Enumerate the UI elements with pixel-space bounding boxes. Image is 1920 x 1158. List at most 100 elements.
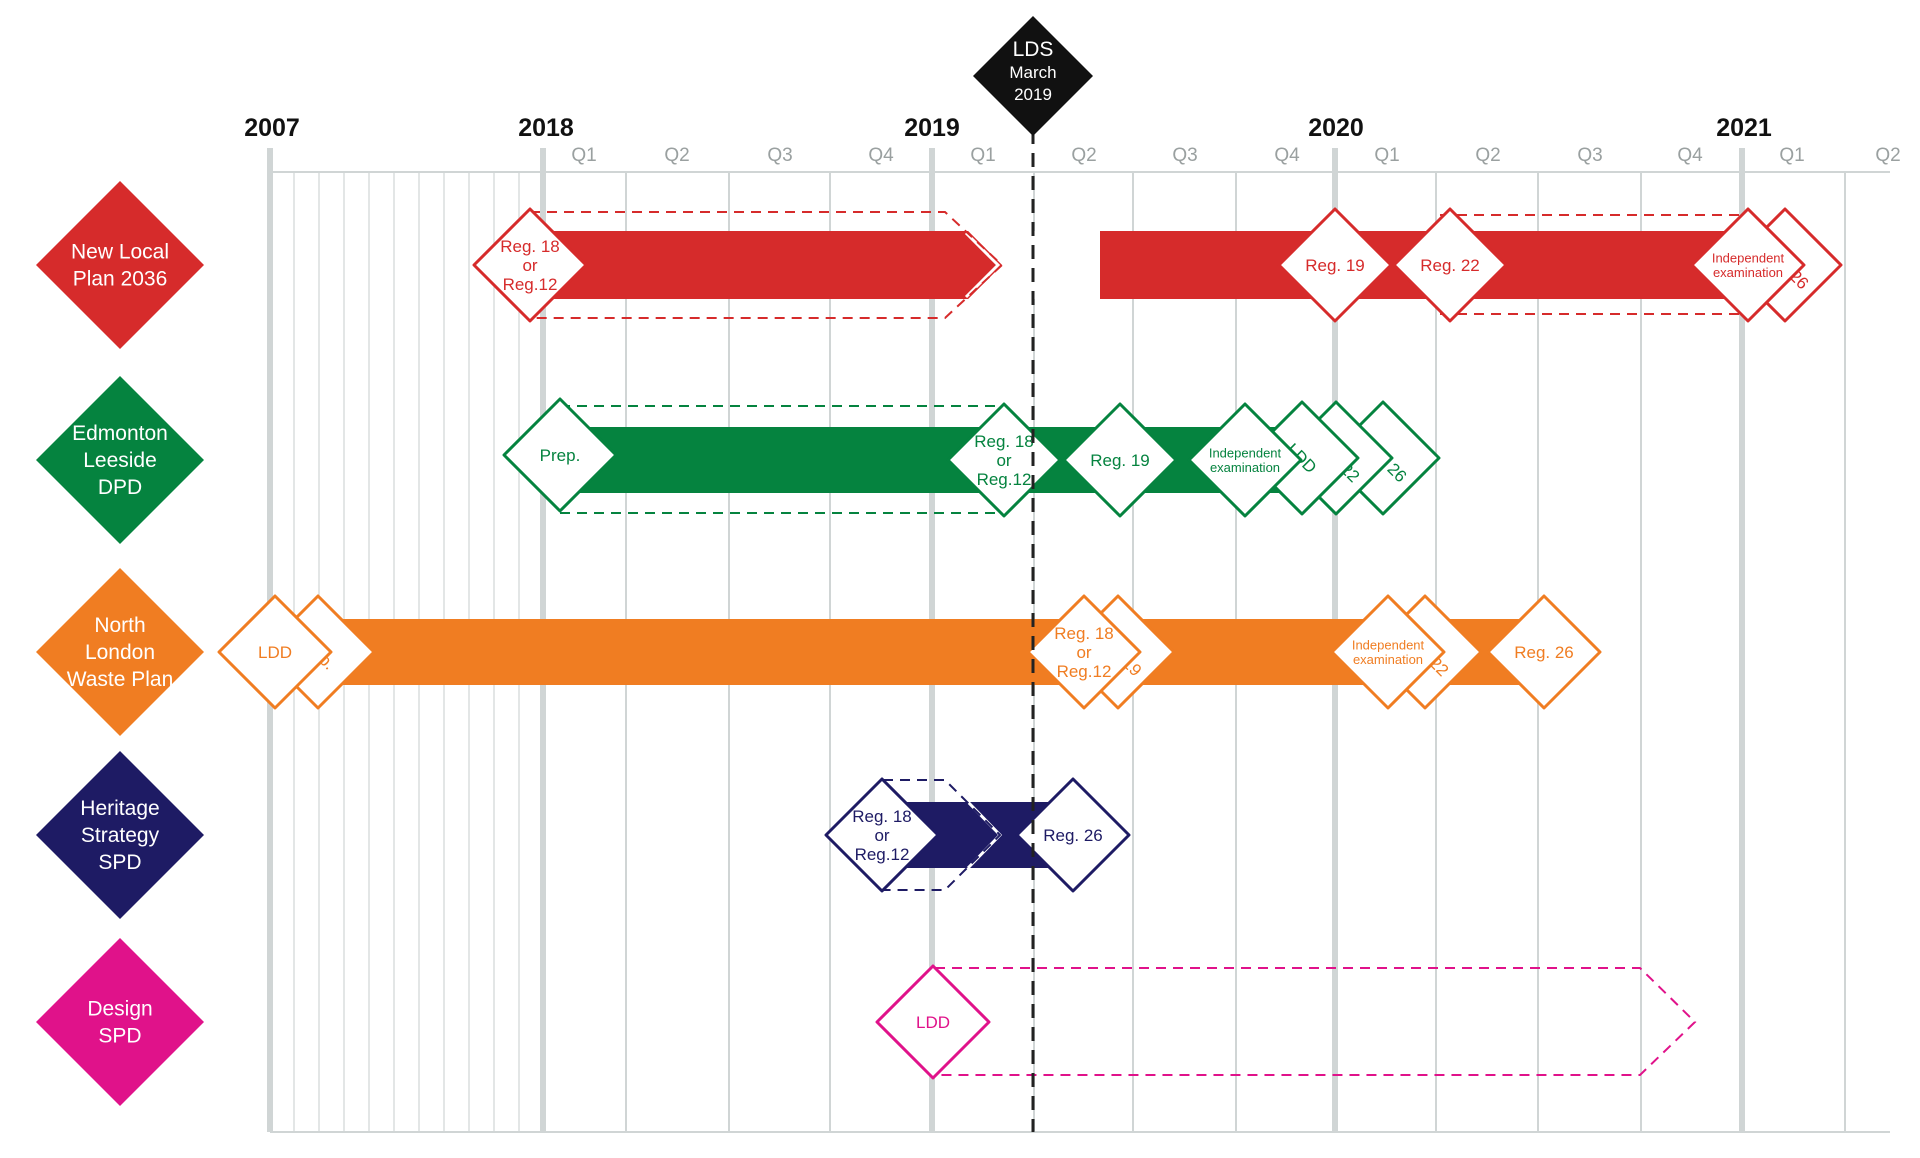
- edmonton-leeside-dpd-label-diamond: [36, 376, 204, 544]
- north-london-waste-plan-milestone: LDD: [217, 594, 333, 710]
- heritage-strategy-spd-milestone-diamond: [824, 777, 940, 893]
- milestone-label: Reg. 26: [1043, 826, 1103, 845]
- north-london-waste-plan-milestone-diamond: [1026, 594, 1142, 710]
- milestone-label: Independent: [1209, 445, 1282, 460]
- heritage-strategy-spd-label-line: SPD: [98, 851, 141, 874]
- milestone-label: Reg. 18: [852, 807, 912, 826]
- design-spd-milestone: LDD: [875, 964, 991, 1080]
- quarter-label: Q1: [1779, 145, 1804, 166]
- design-spd-dashed-outline: [935, 967, 1697, 1076]
- north-london-waste-plan-milestone-diamond: [1330, 594, 1446, 710]
- quarter-label: Q3: [767, 145, 792, 166]
- year-label: 2021: [1716, 114, 1772, 142]
- quarter-label: Q3: [1577, 145, 1602, 166]
- quarter-label: Q4: [1274, 145, 1300, 166]
- year-label: 2007: [244, 114, 300, 142]
- milestone-label: Reg.12: [977, 470, 1032, 489]
- milestone-label: Reg. 19: [1090, 451, 1150, 470]
- time-axis: 2007 2018 2019 2020 2021 Q1 Q2 Q3 Q4 Q1 Q2 Q3 Q4 Q1 Q2…: [244, 114, 1900, 166]
- milestone-label: Reg. 19: [1305, 256, 1365, 275]
- north-london-waste-plan-milestone-diamond: [1486, 594, 1602, 710]
- milestone-label: Reg. 26: [1514, 643, 1574, 662]
- new-local-plan-chevron-edge: [964, 231, 1001, 299]
- design-spd-milestone-diamond: [875, 964, 991, 1080]
- new-local-plan-milestone-text: Reg. 22: [1420, 256, 1480, 275]
- milestone-label: LDD: [916, 1013, 950, 1032]
- lds-diamond: [973, 16, 1093, 136]
- heritage-strategy-spd-milestone-text: Reg. 26: [1043, 826, 1103, 845]
- new-local-plan-chevron: [960, 231, 1002, 299]
- milestone-label: Reg.12: [855, 845, 910, 864]
- new-local-plan-label-diamond: [36, 181, 204, 349]
- edmonton-leeside-dpd-milestone: Prep.: [502, 397, 618, 513]
- year-label: 2018: [518, 114, 574, 142]
- new-local-plan-dashed-outline-1: [530, 211, 1004, 319]
- edmonton-leeside-dpd-milestone-text: Prep.: [540, 446, 581, 465]
- milestone-label: Prep.: [540, 446, 581, 465]
- year-label: 2019: [904, 114, 960, 142]
- new-local-plan-milestone-diamond: [1392, 207, 1508, 323]
- milestone-label: examination: [1210, 460, 1280, 475]
- quarter-label: Q1: [1374, 145, 1399, 166]
- new-local-plan-milestone-diamond: [1690, 207, 1806, 323]
- quarter-label: Q2: [1875, 145, 1900, 166]
- north-london-waste-plan-milestone-diamond: [217, 594, 333, 710]
- quarter-label: Q2: [1071, 145, 1096, 166]
- milestone-label: Independent: [1712, 250, 1785, 265]
- edmonton-leeside-dpd-label-line: Edmonton: [72, 422, 168, 445]
- new-local-plan-milestone: Reg. 22: [1392, 207, 1508, 323]
- quarter-label: Q1: [571, 145, 596, 166]
- heritage-strategy-spd-label-diamond: [36, 751, 204, 919]
- quarter-label: Q4: [868, 145, 894, 166]
- edmonton-leeside-dpd-milestone-diamond: [1062, 402, 1178, 518]
- edmonton-leeside-dpd-milestone-text: Reg. 19: [1090, 451, 1150, 470]
- north-london-waste-plan-milestone-text: LDD: [258, 643, 292, 662]
- design-spd-label-line: SPD: [98, 1025, 141, 1048]
- milestone-label: Reg. 18: [1054, 624, 1114, 643]
- north-london-waste-plan-label-line: North: [94, 614, 145, 637]
- milestone-label: LDD: [258, 643, 292, 662]
- edmonton-leeside-dpd-label-line: DPD: [98, 476, 142, 499]
- milestone-label: or: [996, 451, 1011, 470]
- new-local-plan-label-line: Plan 2036: [73, 268, 168, 291]
- milestone-label: Reg. 18: [974, 432, 1034, 451]
- new-local-plan-label-line: New Local: [71, 241, 169, 264]
- year-label: 2020: [1308, 114, 1364, 142]
- edmonton-leeside-dpd-milestone: Reg. 19: [1062, 402, 1178, 518]
- heritage-strategy-spd-label-line: Heritage: [80, 797, 159, 820]
- milestone-label: Reg.12: [1057, 662, 1112, 681]
- new-local-plan-milestone: Reg. 19: [1277, 207, 1393, 323]
- edmonton-leeside-dpd-milestone-diamond: [502, 397, 618, 513]
- lds-marker: LDS March 2019: [973, 16, 1093, 1132]
- lds-text: LDS: [1013, 38, 1054, 61]
- milestone-label: or: [1076, 643, 1091, 662]
- design-spd-row: Design SPD LDD: [36, 938, 1697, 1106]
- quarter-label: Q1: [970, 145, 995, 166]
- milestone-label: Reg. 22: [1420, 256, 1480, 275]
- milestone-label: Independent: [1352, 637, 1425, 652]
- milestone-label: or: [522, 256, 537, 275]
- north-london-waste-plan-label-line: Waste Plan: [67, 668, 174, 691]
- north-london-waste-plan-milestone-text: Reg. 26: [1514, 643, 1574, 662]
- milestone-label: or: [874, 826, 889, 845]
- quarter-label: Q2: [664, 145, 689, 166]
- heritage-strategy-spd-label-line: Strategy: [81, 824, 160, 847]
